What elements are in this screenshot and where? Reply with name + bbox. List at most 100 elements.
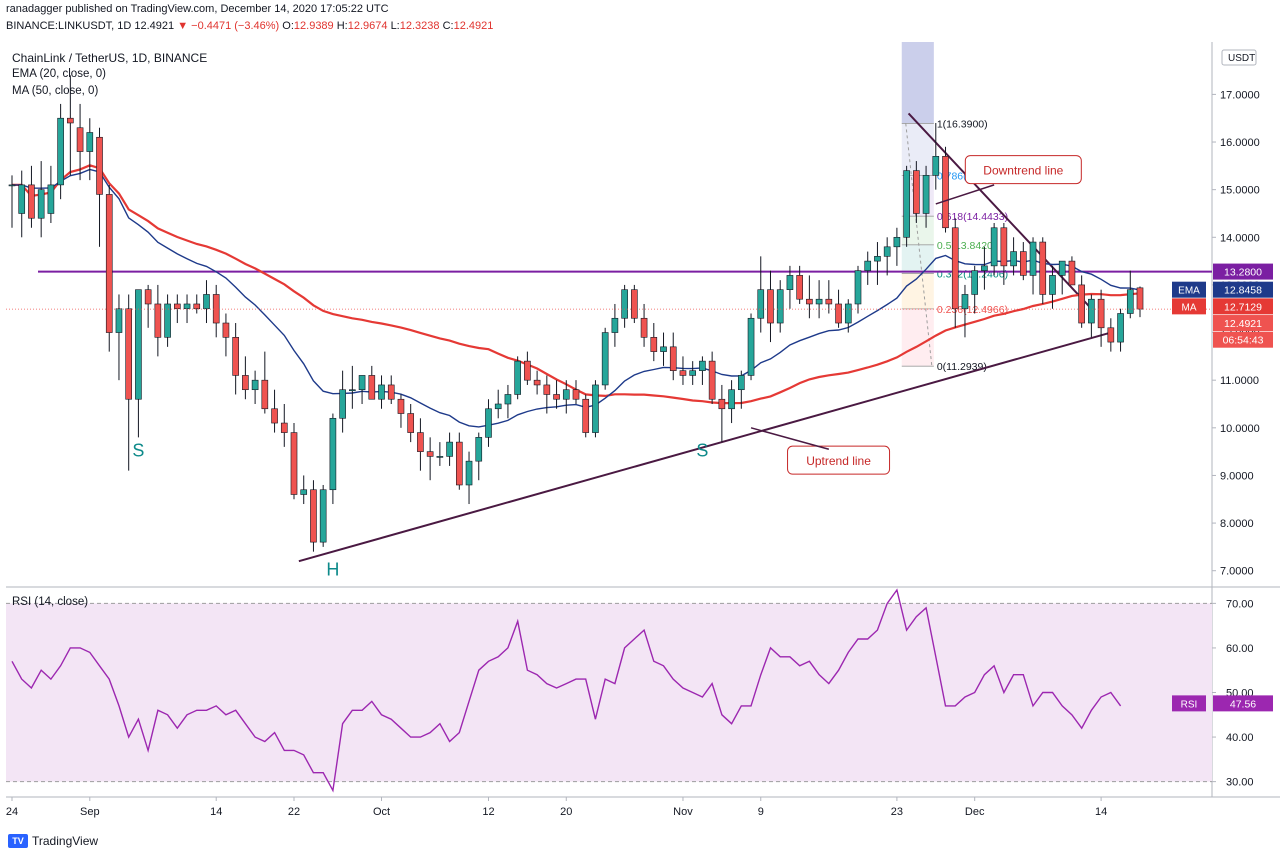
symbol-label: BINANCE:LINKUSDT, 1D [6,20,132,32]
ma-badge-value-box [1213,298,1273,315]
candle-down [271,408,278,424]
currency-badge [1221,49,1257,66]
candle-down [1068,260,1076,286]
candle-up [562,389,570,400]
candle-up [465,460,473,486]
candle-up [757,289,765,319]
fib-zone [901,273,934,309]
candle-down [242,375,249,391]
candle-up [446,441,453,457]
candle-down [1107,327,1115,343]
price-change: ▼ −0.4471 (−3.46%) [177,20,280,32]
candle-up [475,437,483,462]
price-tick-label: 17.0000 [1220,89,1260,101]
last-price: 12.4921 [134,20,175,32]
candle-up [203,294,210,310]
price-tick-label: 8.0000 [1220,518,1254,530]
candle-down [640,317,648,338]
candle-up [728,389,735,410]
price-tick-label: 9.0000 [1220,470,1254,482]
candle-down [290,432,298,495]
candle-up [689,370,697,376]
candle-up [592,384,599,433]
ema-badge-label-box [1172,281,1206,298]
ema-badge-label: EMA [1178,286,1200,297]
candle-down [951,227,959,310]
time-tick-label: Dec [965,806,985,818]
candle-down [1136,287,1144,310]
candle-up [358,375,366,391]
candle-up [893,236,901,248]
price-tick-label: 14.0000 [1220,232,1260,244]
currency-label: USDT [1228,53,1255,64]
candle-up [378,384,385,400]
ohlc-line: BINANCE:LINKUSDT, 1D 12.4921 ▼ −0.4471 (… [6,20,493,32]
candle-up [329,417,337,491]
candle-up [932,156,940,176]
pattern-label: H [326,559,339,579]
candle-down [679,370,687,376]
candle-up [1117,313,1124,343]
fib-level-label: 0.5(13.8420) [937,240,997,252]
candle-down [1097,298,1105,329]
ma-legend[interactable]: MA (50, close, 0) [12,85,99,97]
rsi-current-label: RSI [1181,699,1198,710]
candle-up [874,256,881,262]
ema-badge-value-box [1213,281,1273,298]
candle-up [776,289,784,324]
ema-legend[interactable]: EMA (20, close, 0) [12,68,106,80]
tradingview-logo[interactable]: TV TradingView [8,834,98,848]
close-label: C: [442,20,454,32]
candle-up [251,379,259,391]
candle-down [524,360,531,381]
fib-level-label: 1(16.3900) [937,118,988,130]
rsi-current-value-box [1213,695,1273,712]
candle-down [913,170,920,214]
candle-down [144,289,152,305]
candle-up [1088,298,1095,324]
candle-down [96,136,103,195]
fib-zone-top [901,42,934,124]
candle-up [1126,289,1134,314]
rsi-band [6,603,1212,782]
candle-up [1029,241,1037,276]
candle-up [339,389,346,419]
candle-up [854,270,862,305]
candle-down [28,184,35,219]
candle-up [864,260,872,271]
price-tick-label: 7.0000 [1220,566,1254,578]
pattern-label: S [696,440,708,460]
fib-level-label: 0(11.2939) [937,361,987,373]
fib-level-label: 0.618(14.4433) [937,211,1008,223]
time-tick-label: 24 [6,806,18,818]
candle-down [455,441,463,486]
candle-up [349,389,356,392]
candle-down [572,389,580,400]
candle-up [611,317,619,333]
publisher-line: ranadagger published on TradingView.com,… [6,3,389,15]
callout-box [787,445,891,475]
ma-badge-value: 12.7129 [1224,301,1262,313]
rsi-current-label-box [1172,695,1206,712]
resistance-badge-value: 13.2800 [1224,267,1262,279]
candle-down [426,451,434,457]
uptrend-line [298,331,1112,563]
last-price-badge-value: 12.4921 [1224,318,1262,330]
candle-up [504,394,512,405]
candle-up [990,227,998,267]
time-tick-label: 20 [560,806,572,818]
candle-down [280,422,288,433]
price-tick-label: 15.0000 [1220,185,1260,197]
candle-up [844,303,852,324]
candle-down [708,360,716,400]
candle-down [669,346,677,371]
candle-down [1000,227,1008,267]
candle-up [300,489,308,495]
candle-down [533,379,541,386]
candle-up [815,298,823,305]
candle-up [1058,260,1066,276]
candle-up [699,360,706,371]
time-tick-label: 22 [288,806,300,818]
uptrend-pointer [750,427,830,450]
